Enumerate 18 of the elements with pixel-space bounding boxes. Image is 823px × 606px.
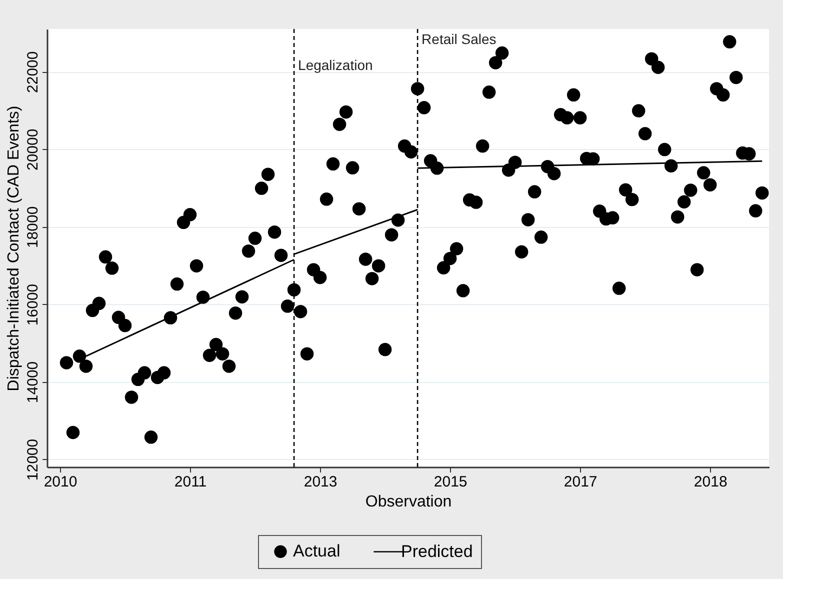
x-tick-label: 2018 <box>694 474 728 490</box>
y-tick-label: 16000 <box>24 284 42 326</box>
x-tick-label: 2011 <box>174 474 207 490</box>
legend-label: Predicted <box>401 542 473 561</box>
x-tick-label: 2017 <box>564 474 598 490</box>
y-tick-label: 18000 <box>24 206 42 248</box>
ref-line-label: Retail Sales <box>422 31 496 47</box>
y-tick-label: 12000 <box>24 438 42 481</box>
ref-line-label: Legalization <box>298 57 373 73</box>
y-tick-label: 20000 <box>24 128 42 171</box>
x-tick-label: 2013 <box>304 474 338 490</box>
y-tick-label: 22000 <box>24 51 42 93</box>
x-axis-title: Observation <box>365 494 452 510</box>
x-tick-label: 2010 <box>44 474 78 490</box>
y-axis-title: Dispatch-Initiated Contact (CAD Events) <box>6 106 22 392</box>
y-tick-label: 14000 <box>24 361 42 404</box>
x-tick-label: 2015 <box>434 474 468 490</box>
legend-label: Actual <box>293 542 340 561</box>
